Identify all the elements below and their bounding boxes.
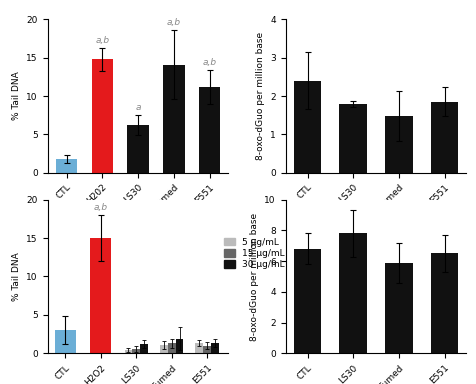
Bar bbox=[211, 343, 219, 353]
Bar bbox=[168, 343, 176, 353]
Bar bbox=[385, 116, 413, 173]
Bar bbox=[196, 343, 203, 353]
X-axis label: (b): (b) bbox=[368, 212, 384, 222]
Bar bbox=[140, 344, 148, 353]
Legend: 5 µg/mL, 15 µg/mL, 30 µg/mL: 5 µg/mL, 15 µg/mL, 30 µg/mL bbox=[222, 236, 287, 271]
Bar bbox=[91, 59, 113, 173]
Bar bbox=[163, 65, 185, 173]
Text: a: a bbox=[135, 103, 141, 112]
Bar bbox=[199, 87, 220, 173]
Bar bbox=[176, 339, 183, 353]
Bar bbox=[294, 249, 321, 353]
Bar bbox=[132, 349, 140, 353]
Y-axis label: 8-oxo-dGuo per million base: 8-oxo-dGuo per million base bbox=[250, 212, 259, 341]
Text: a,b: a,b bbox=[95, 36, 109, 45]
Bar bbox=[294, 81, 321, 173]
Y-axis label: % Tail DNA: % Tail DNA bbox=[12, 72, 21, 120]
Bar bbox=[385, 263, 413, 353]
Bar bbox=[125, 350, 132, 353]
Text: a,b: a,b bbox=[167, 18, 181, 27]
Bar bbox=[431, 253, 458, 353]
Bar bbox=[55, 330, 76, 353]
Bar bbox=[90, 238, 111, 353]
Text: a,b: a,b bbox=[94, 203, 108, 212]
Y-axis label: % Tail DNA: % Tail DNA bbox=[12, 252, 21, 301]
Bar bbox=[339, 104, 367, 173]
X-axis label: (a): (a) bbox=[130, 212, 146, 222]
Bar bbox=[127, 125, 149, 173]
Bar bbox=[431, 102, 458, 173]
Bar bbox=[160, 345, 168, 353]
Y-axis label: 8-oxo-dGuo per million base: 8-oxo-dGuo per million base bbox=[256, 32, 265, 160]
Bar bbox=[56, 159, 77, 173]
Bar bbox=[339, 233, 367, 353]
Bar bbox=[203, 346, 211, 353]
Text: a,b: a,b bbox=[202, 58, 217, 67]
